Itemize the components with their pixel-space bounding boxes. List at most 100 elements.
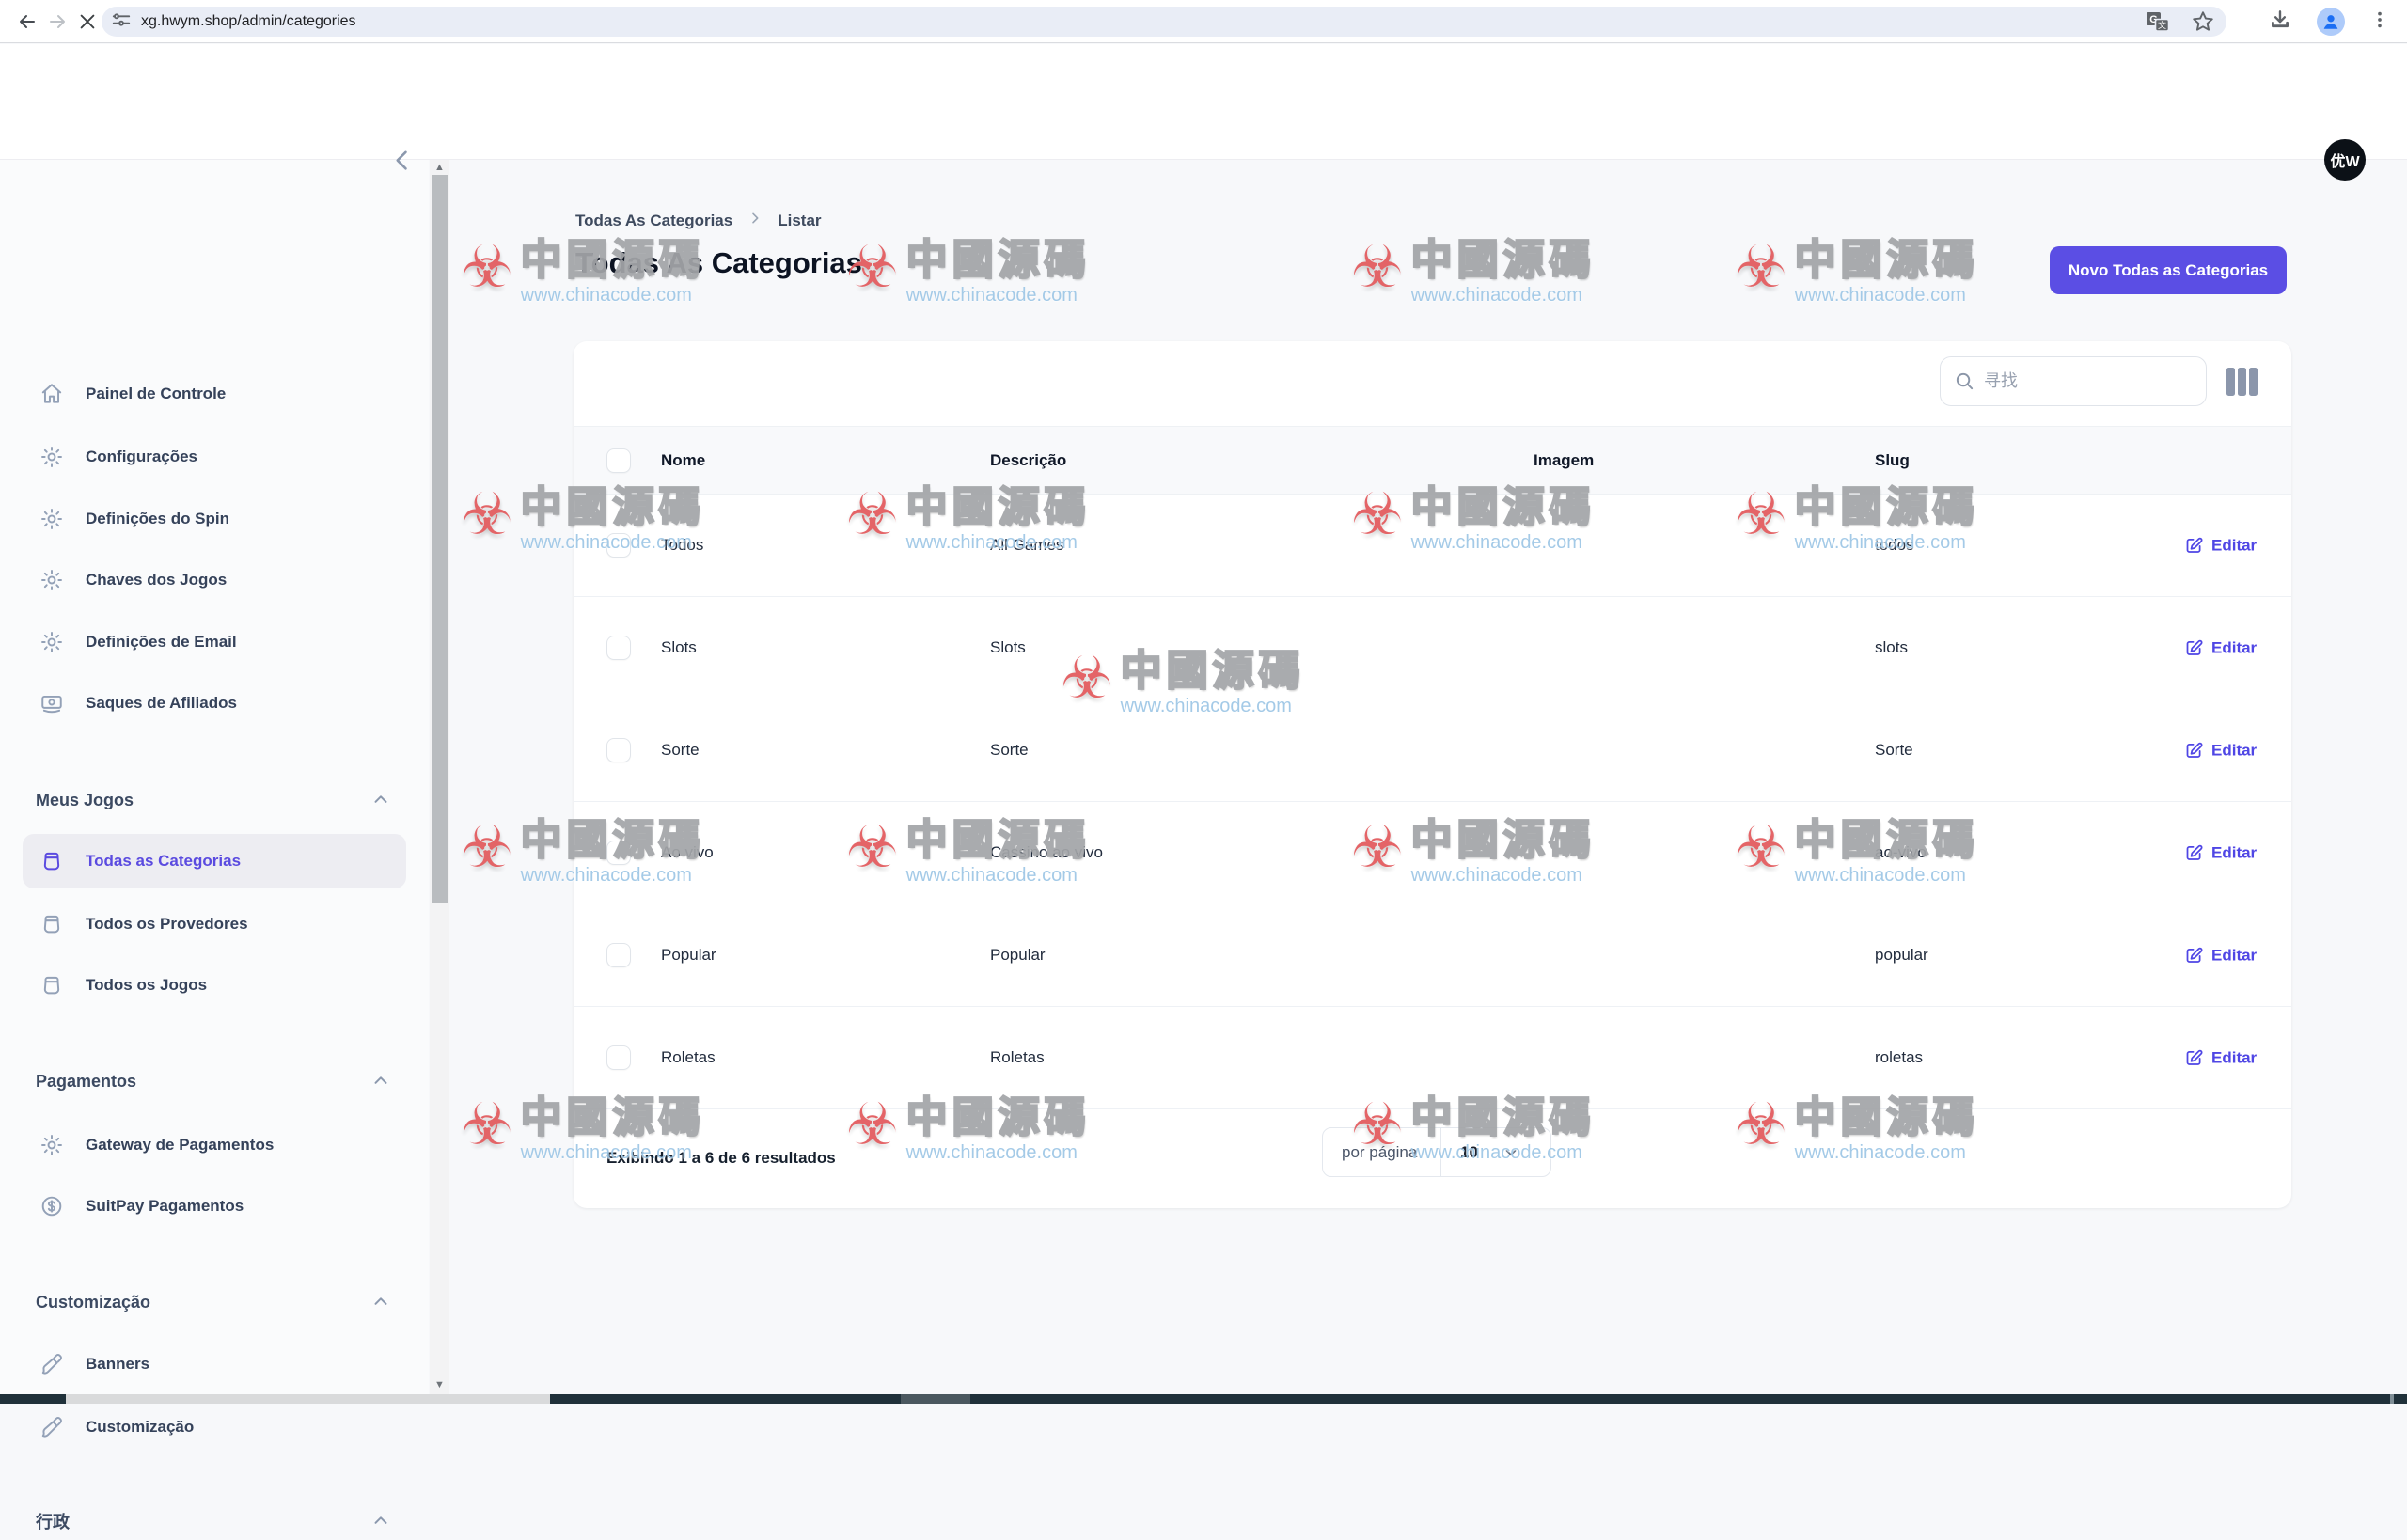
search-box — [1940, 356, 2207, 406]
sidebar-item-todos-os-jogos[interactable]: Todos os Jogos — [0, 959, 429, 1012]
cell-descricao: Slots — [990, 638, 1026, 656]
edit-button[interactable]: Editar — [2184, 536, 2257, 556]
download-icon[interactable] — [2268, 8, 2292, 37]
column-header-slug[interactable]: Slug — [1875, 450, 1910, 469]
table-row: Sorte Sorte Sorte Editar — [574, 699, 2291, 802]
sidebar-item-chaves-dos-jogos[interactable]: Chaves dos Jogos — [0, 554, 429, 606]
cell-nome: Ao vivo — [661, 843, 714, 861]
table-row: Ao vivo Cassino ao vivo ao-vivo Editar — [574, 802, 2291, 904]
sidebar: Painel de Controle Configurações Definiç… — [0, 160, 429, 1532]
watermark-logo-icon: ☣ — [461, 479, 513, 548]
column-header-descricao[interactable]: Descrição — [990, 450, 1067, 469]
sidebar-item-customizacao[interactable]: Customização — [0, 1401, 429, 1454]
banknote-icon — [39, 691, 64, 715]
column-header-imagem[interactable]: Imagem — [1534, 450, 1595, 469]
stop-icon[interactable] — [75, 9, 100, 34]
cell-nome: Popular — [661, 946, 716, 964]
row-checkbox[interactable] — [606, 943, 631, 967]
cell-descricao: Roletas — [990, 1048, 1045, 1066]
cell-nome: Roletas — [661, 1048, 716, 1066]
chevron-up-icon — [370, 790, 391, 810]
horizontal-scrollbar[interactable] — [0, 1394, 2407, 1404]
sidebar-item-definicoes-do-spin[interactable]: Definições do Spin — [0, 493, 429, 545]
edit-button[interactable]: Editar — [2184, 638, 2257, 658]
dollar-icon — [39, 1194, 64, 1218]
collapse-sidebar-chevron-icon[interactable] — [389, 146, 416, 174]
svg-text:G: G — [2149, 14, 2158, 25]
user-avatar[interactable]: 优W — [2324, 139, 2366, 181]
columns-icon[interactable] — [2226, 368, 2258, 398]
cell-slug: Sorte — [1875, 741, 1913, 759]
browser-profile-icon[interactable] — [2317, 8, 2345, 36]
gear-icon — [39, 1133, 64, 1157]
watermark-url: www.chinacode.com — [520, 285, 692, 306]
row-checkbox[interactable] — [606, 636, 631, 660]
scrollbar-thumb[interactable] — [66, 1394, 550, 1404]
row-checkbox[interactable] — [606, 738, 631, 762]
table-row: Roletas Roletas roletas Editar — [574, 1007, 2291, 1109]
chevron-right-icon — [747, 211, 763, 230]
sidebar-item-painel-de-controle[interactable]: Painel de Controle — [0, 368, 429, 420]
breadcrumb-item[interactable]: Todas As Categorias — [575, 211, 733, 229]
sidebar-section-meus-jogos[interactable]: Meus Jogos — [0, 781, 429, 819]
url-text[interactable]: xg.hwym.shop/admin/categories — [141, 13, 356, 29]
forward-icon[interactable] — [45, 9, 70, 34]
sidebar-section-pagamentos[interactable]: Pagamentos — [0, 1062, 429, 1100]
column-header-nome[interactable]: Nome — [661, 450, 706, 469]
sidebar-scrollbar[interactable]: ▲ ▼ — [430, 160, 449, 1394]
back-icon[interactable] — [15, 9, 39, 34]
breadcrumb-item[interactable]: Listar — [778, 211, 822, 229]
per-page-value[interactable]: 10 — [1460, 1142, 1478, 1161]
svg-text:文: 文 — [2158, 20, 2166, 31]
sidebar-item-todas-as-categorias[interactable]: Todas as Categorias — [23, 834, 406, 888]
brush-icon — [39, 1352, 64, 1376]
bookmark-star-icon[interactable] — [2191, 9, 2215, 39]
scroll-up-icon[interactable]: ▲ — [434, 162, 445, 173]
watermark-logo-icon: ☣ — [461, 232, 513, 301]
scroll-down-icon[interactable]: ▼ — [434, 1379, 445, 1391]
watermark-url: www.chinacode.com — [905, 285, 1078, 306]
gear-icon — [39, 568, 64, 592]
watermark-logo-icon: ☣ — [1351, 232, 1404, 301]
cell-descricao: Popular — [990, 946, 1046, 964]
sidebar-section-administracao[interactable]: 行政 — [0, 1502, 429, 1540]
chevron-up-icon — [370, 1511, 391, 1532]
edit-button[interactable]: Editar — [2184, 741, 2257, 761]
sidebar-item-gateway-de-pagamentos[interactable]: Gateway de Pagamentos — [0, 1119, 429, 1171]
row-checkbox[interactable] — [606, 533, 631, 558]
watermark-url: www.chinacode.com — [1410, 285, 1582, 306]
sidebar-item-suitpay-pagamentos[interactable]: SuitPay Pagamentos — [0, 1180, 429, 1233]
pagination-summary: Exibindo 1 a 6 de 6 resultados — [606, 1149, 836, 1167]
sidebar-item-banners[interactable]: Banners — [0, 1338, 429, 1391]
cell-slug: ao-vivo — [1875, 843, 1927, 861]
gear-icon — [39, 630, 64, 654]
sidebar-section-customizacao[interactable]: Customização — [0, 1283, 429, 1321]
menu-dots-icon[interactable] — [2369, 9, 2390, 35]
watermark: ☣ 中國源碼 www.chinacode.com — [846, 238, 1091, 306]
chevron-up-icon — [370, 1292, 391, 1312]
sidebar-item-definicoes-de-email[interactable]: Definições de Email — [0, 616, 429, 668]
edit-button[interactable]: Editar — [2184, 946, 2257, 966]
table-row: Slots Slots slots Editar — [574, 597, 2291, 699]
row-checkbox[interactable] — [606, 1045, 631, 1070]
per-page-select[interactable]: por página 10 — [1322, 1127, 1551, 1177]
edit-button[interactable]: Editar — [2184, 1048, 2257, 1068]
sidebar-item-todos-os-provedores[interactable]: Todos os Provedores — [0, 898, 429, 951]
brush-icon — [39, 1415, 64, 1439]
watermark: ☣ 中國源碼 www.chinacode.com — [1351, 232, 1596, 306]
select-all-checkbox[interactable] — [606, 448, 631, 473]
sidebar-item-saques-de-afiliados[interactable]: Saques de Afiliados — [0, 677, 429, 730]
chevron-up-icon — [370, 1071, 391, 1092]
cell-slug: slots — [1875, 638, 1908, 656]
edit-button[interactable]: Editar — [2184, 843, 2257, 863]
scrollbar-thumb[interactable] — [432, 175, 448, 903]
page-title: Todas As Categorias — [575, 246, 862, 279]
sidebar-item-configuracoes[interactable]: Configurações — [0, 431, 429, 483]
row-checkbox[interactable] — [606, 841, 631, 865]
new-category-button[interactable]: Novo Todas as Categorias — [2050, 246, 2287, 294]
site-info-icon[interactable] — [111, 9, 132, 35]
search-input[interactable] — [1940, 356, 2207, 406]
